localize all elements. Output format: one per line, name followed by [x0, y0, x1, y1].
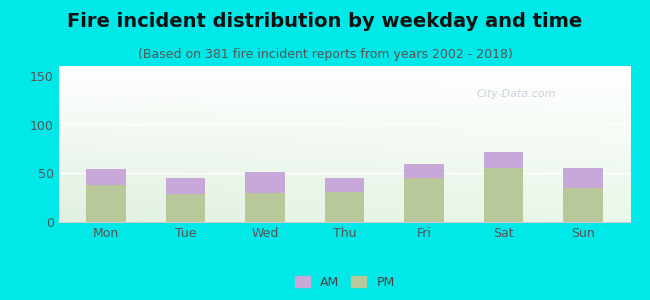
Legend: AM, PM: AM, PM	[289, 271, 400, 294]
Text: (Based on 381 fire incident reports from years 2002 - 2018): (Based on 381 fire incident reports from…	[138, 48, 512, 61]
Bar	[563, 168, 603, 188]
Bar	[563, 188, 603, 222]
Bar	[245, 193, 285, 222]
Bar	[324, 192, 365, 222]
Bar	[404, 164, 444, 178]
Bar	[245, 172, 285, 193]
Bar	[166, 194, 205, 222]
Text: City-Data.com: City-Data.com	[476, 89, 556, 99]
Bar	[404, 178, 444, 222]
Bar	[324, 178, 365, 192]
Bar	[86, 185, 126, 222]
Bar	[86, 169, 126, 185]
Text: Fire incident distribution by weekday and time: Fire incident distribution by weekday an…	[68, 12, 582, 31]
Bar	[484, 168, 523, 222]
Bar	[484, 152, 523, 168]
Bar	[166, 178, 205, 194]
